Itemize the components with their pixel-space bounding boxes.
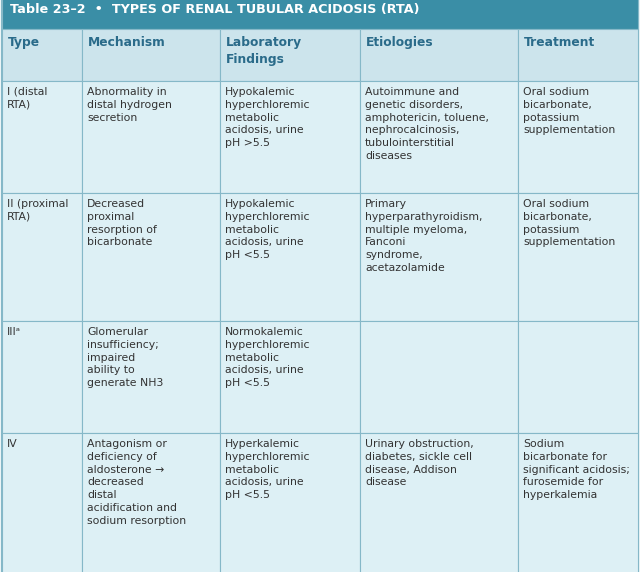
Bar: [220, 321, 360, 433]
Bar: [518, 29, 638, 81]
Text: Autoimmune and
genetic disorders,
amphotericin, toluene,
nephrocalcinosis,
tubul: Autoimmune and genetic disorders, amphot…: [365, 87, 489, 161]
Text: Urinary obstruction,
diabetes, sickle cell
disease, Addison
disease: Urinary obstruction, diabetes, sickle ce…: [365, 439, 474, 487]
Bar: [360, 193, 518, 321]
Text: I (distal
RTA): I (distal RTA): [7, 87, 47, 110]
Text: Hypokalemic
hyperchloremic
metabolic
acidosis, urine
pH >5.5: Hypokalemic hyperchloremic metabolic aci…: [225, 87, 310, 148]
Bar: [220, 81, 360, 193]
Text: IIIᵃ: IIIᵃ: [7, 327, 21, 337]
Text: Mechanism: Mechanism: [88, 36, 166, 49]
Bar: [518, 433, 638, 572]
Text: Oral sodium
bicarbonate,
potassium
supplementation: Oral sodium bicarbonate, potassium suppl…: [523, 87, 615, 136]
Bar: [2, 81, 82, 193]
Bar: [360, 433, 518, 572]
Bar: [360, 321, 518, 433]
Text: Etiologies: Etiologies: [366, 36, 434, 49]
Text: Primary
hyperparathyroidism,
multiple myeloma,
Fanconi
syndrome,
acetazolamide: Primary hyperparathyroidism, multiple my…: [365, 199, 483, 273]
Bar: [220, 193, 360, 321]
Bar: [360, 81, 518, 193]
Bar: [518, 81, 638, 193]
Bar: [2, 0, 638, 29]
Bar: [82, 193, 220, 321]
Text: Decreased
proximal
resorption of
bicarbonate: Decreased proximal resorption of bicarbo…: [87, 199, 157, 248]
Bar: [518, 193, 638, 321]
Bar: [82, 81, 220, 193]
Bar: [82, 433, 220, 572]
Text: Oral sodium
bicarbonate,
potassium
supplementation: Oral sodium bicarbonate, potassium suppl…: [523, 199, 615, 248]
Text: II (proximal
RTA): II (proximal RTA): [7, 199, 68, 222]
Text: Normokalemic
hyperchloremic
metabolic
acidosis, urine
pH <5.5: Normokalemic hyperchloremic metabolic ac…: [225, 327, 310, 388]
Bar: [2, 433, 82, 572]
Text: Sodium
bicarbonate for
significant acidosis;
furosemide for
hyperkalemia: Sodium bicarbonate for significant acido…: [523, 439, 630, 500]
Bar: [82, 29, 220, 81]
Bar: [82, 321, 220, 433]
Bar: [518, 321, 638, 433]
Text: IV: IV: [7, 439, 18, 449]
Bar: [2, 321, 82, 433]
Bar: [2, 193, 82, 321]
Bar: [220, 433, 360, 572]
Text: Hypokalemic
hyperchloremic
metabolic
acidosis, urine
pH <5.5: Hypokalemic hyperchloremic metabolic aci…: [225, 199, 310, 260]
Bar: [2, 29, 82, 81]
Text: Hyperkalemic
hyperchloremic
metabolic
acidosis, urine
pH <5.5: Hyperkalemic hyperchloremic metabolic ac…: [225, 439, 310, 500]
Text: Treatment: Treatment: [524, 36, 595, 49]
Text: Abnormality in
distal hydrogen
secretion: Abnormality in distal hydrogen secretion: [87, 87, 172, 122]
Text: Type: Type: [8, 36, 40, 49]
Bar: [360, 29, 518, 81]
Text: Glomerular
insufficiency;
impaired
ability to
generate NH3: Glomerular insufficiency; impaired abili…: [87, 327, 163, 388]
Text: Table 23–2  •  TYPES OF RENAL TUBULAR ACIDOSIS (RTA): Table 23–2 • TYPES OF RENAL TUBULAR ACID…: [10, 3, 419, 17]
Text: Laboratory
Findings: Laboratory Findings: [226, 36, 302, 66]
Text: Antagonism or
deficiency of
aldosterone →
decreased
distal
acidification and
sod: Antagonism or deficiency of aldosterone …: [87, 439, 186, 526]
Bar: [220, 29, 360, 81]
